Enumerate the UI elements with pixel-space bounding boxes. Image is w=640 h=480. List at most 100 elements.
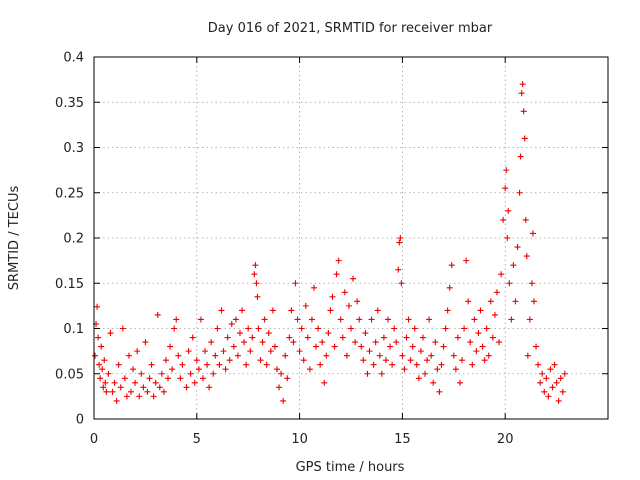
data-point-marker bbox=[415, 375, 422, 382]
data-point-marker bbox=[315, 325, 322, 332]
data-point-marker bbox=[547, 366, 554, 373]
data-point-marker bbox=[259, 339, 266, 346]
data-point-marker bbox=[99, 366, 106, 373]
data-point-marker bbox=[142, 339, 149, 346]
data-point-marker bbox=[132, 379, 139, 386]
data-point-marker bbox=[417, 348, 424, 355]
data-point-marker bbox=[551, 361, 558, 368]
data-point-marker bbox=[559, 388, 566, 395]
data-point-marker bbox=[424, 357, 431, 364]
data-point-marker bbox=[313, 343, 320, 350]
data-point-marker bbox=[183, 384, 190, 391]
data-point-marker bbox=[310, 284, 317, 291]
data-point-marker bbox=[276, 384, 283, 391]
data-point-marker bbox=[541, 388, 548, 395]
data-point-marker bbox=[325, 330, 332, 337]
data-point-marker bbox=[370, 361, 377, 368]
data-point-marker bbox=[461, 325, 468, 332]
data-point-marker bbox=[528, 280, 535, 287]
data-point-marker bbox=[491, 311, 498, 318]
data-point-marker bbox=[459, 357, 466, 364]
data-point-marker bbox=[397, 235, 404, 241]
data-point-marker bbox=[284, 375, 291, 382]
data-point-marker bbox=[319, 339, 326, 346]
data-point-marker bbox=[399, 352, 406, 359]
data-point-marker bbox=[508, 316, 515, 323]
data-point-marker bbox=[179, 361, 186, 368]
data-point-marker bbox=[252, 262, 259, 269]
data-point-marker bbox=[465, 298, 472, 305]
data-point-marker bbox=[146, 375, 153, 382]
data-point-marker bbox=[557, 375, 564, 382]
data-point-marker bbox=[339, 334, 346, 341]
data-point-marker bbox=[479, 343, 486, 350]
data-point-marker bbox=[165, 375, 172, 382]
data-point-marker bbox=[271, 343, 278, 350]
data-point-marker bbox=[503, 167, 510, 174]
data-point-marker bbox=[95, 334, 102, 341]
data-point-marker bbox=[512, 298, 519, 305]
data-point-marker bbox=[273, 366, 280, 373]
data-point-marker bbox=[234, 352, 241, 359]
data-point-marker bbox=[261, 316, 268, 323]
x-tick-label: 15 bbox=[394, 432, 411, 447]
data-point-marker bbox=[111, 379, 118, 386]
data-point-marker bbox=[380, 334, 387, 341]
data-point-marker bbox=[409, 343, 416, 350]
data-point-marker bbox=[430, 379, 437, 386]
data-point-marker bbox=[241, 339, 248, 346]
data-point-marker bbox=[121, 375, 128, 382]
data-point-marker bbox=[236, 330, 243, 337]
data-point-marker bbox=[348, 325, 354, 332]
data-point-marker bbox=[144, 388, 151, 395]
data-point-marker bbox=[440, 343, 447, 350]
axis-ticks: 0 0.05 0.1 0.15 0.2 0.25 0.3 0.35 0.4 0 5 10 15 20 bbox=[55, 51, 608, 447]
data-point-marker bbox=[195, 366, 202, 373]
y-tick-label: 0.1 bbox=[63, 322, 84, 337]
data-point-marker bbox=[454, 334, 461, 341]
data-point-marker bbox=[140, 384, 147, 391]
data-point-marker bbox=[403, 334, 410, 341]
data-point-marker bbox=[485, 352, 492, 359]
data-point-marker bbox=[302, 302, 309, 309]
data-point-marker bbox=[263, 361, 270, 368]
data-point-marker bbox=[101, 357, 108, 364]
data-point-marker bbox=[382, 357, 389, 364]
data-point-marker bbox=[150, 393, 157, 400]
y-tick-label: 0.2 bbox=[63, 232, 84, 247]
x-tick-label: 0 bbox=[90, 432, 98, 447]
data-point-marker bbox=[475, 330, 482, 337]
data-point-marker bbox=[197, 316, 204, 323]
data-point-marker bbox=[212, 352, 219, 359]
data-point-marker bbox=[304, 334, 311, 341]
data-point-marker bbox=[109, 388, 116, 395]
data-point-marker bbox=[92, 352, 99, 359]
data-point-marker bbox=[502, 185, 509, 192]
data-point-marker bbox=[128, 388, 135, 395]
data-point-marker bbox=[228, 320, 235, 327]
data-point-marker bbox=[535, 361, 542, 368]
data-point-marker bbox=[506, 280, 513, 287]
y-tick-label: 0.15 bbox=[55, 277, 84, 292]
data-point-marker bbox=[374, 307, 381, 314]
data-point-marker bbox=[224, 334, 231, 341]
data-point-marker bbox=[222, 366, 229, 373]
data-point-marker bbox=[343, 352, 350, 359]
data-point-marker bbox=[422, 370, 429, 377]
data-point-marker bbox=[300, 357, 307, 364]
data-point-marker bbox=[481, 357, 488, 364]
data-point-marker bbox=[489, 334, 496, 341]
data-point-marker bbox=[519, 81, 526, 88]
data-point-marker bbox=[210, 370, 217, 377]
data-point-marker bbox=[115, 361, 122, 368]
data-point-marker bbox=[518, 90, 525, 97]
data-point-marker bbox=[561, 370, 568, 377]
data-point-marker bbox=[185, 348, 192, 355]
data-point-marker bbox=[504, 235, 511, 241]
data-point-marker bbox=[158, 370, 165, 377]
data-point-marker bbox=[372, 339, 379, 346]
data-point-marker bbox=[426, 316, 433, 323]
data-point-marker bbox=[352, 339, 359, 346]
data-point-marker bbox=[292, 280, 299, 287]
data-point-marker bbox=[387, 343, 394, 350]
